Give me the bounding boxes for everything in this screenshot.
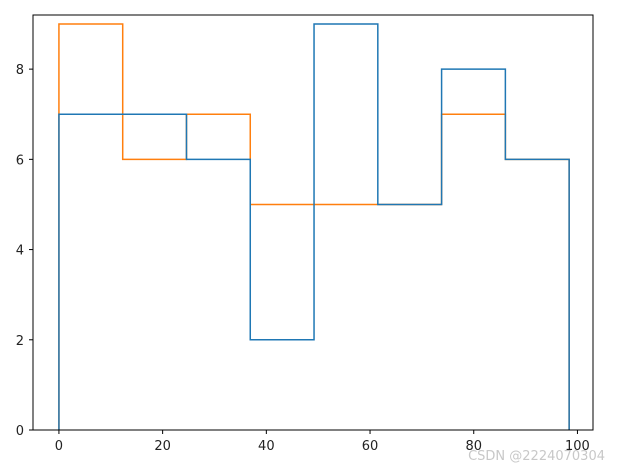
watermark: CSDN @2224070304 xyxy=(468,449,605,464)
y-tick-label: 8 xyxy=(16,63,24,78)
x-tick-label: 100 xyxy=(565,439,590,454)
x-tick-label: 40 xyxy=(258,439,275,454)
x-tick-label: 60 xyxy=(362,439,379,454)
y-tick-label: 6 xyxy=(16,153,24,168)
axes: 0 20 40 60 80 100 0 2 4 6 8 xyxy=(16,14,594,454)
plot-area xyxy=(58,23,570,430)
y-tick-label: 4 xyxy=(16,244,24,259)
y-tick-label: 2 xyxy=(16,334,24,349)
x-tick-label: 80 xyxy=(465,439,482,454)
x-tick-label: 20 xyxy=(154,439,171,454)
series-2-step-line xyxy=(58,23,570,430)
x-tick-label: 0 xyxy=(55,439,63,454)
y-tick-label: 0 xyxy=(16,424,24,439)
axes-frame xyxy=(32,14,594,431)
